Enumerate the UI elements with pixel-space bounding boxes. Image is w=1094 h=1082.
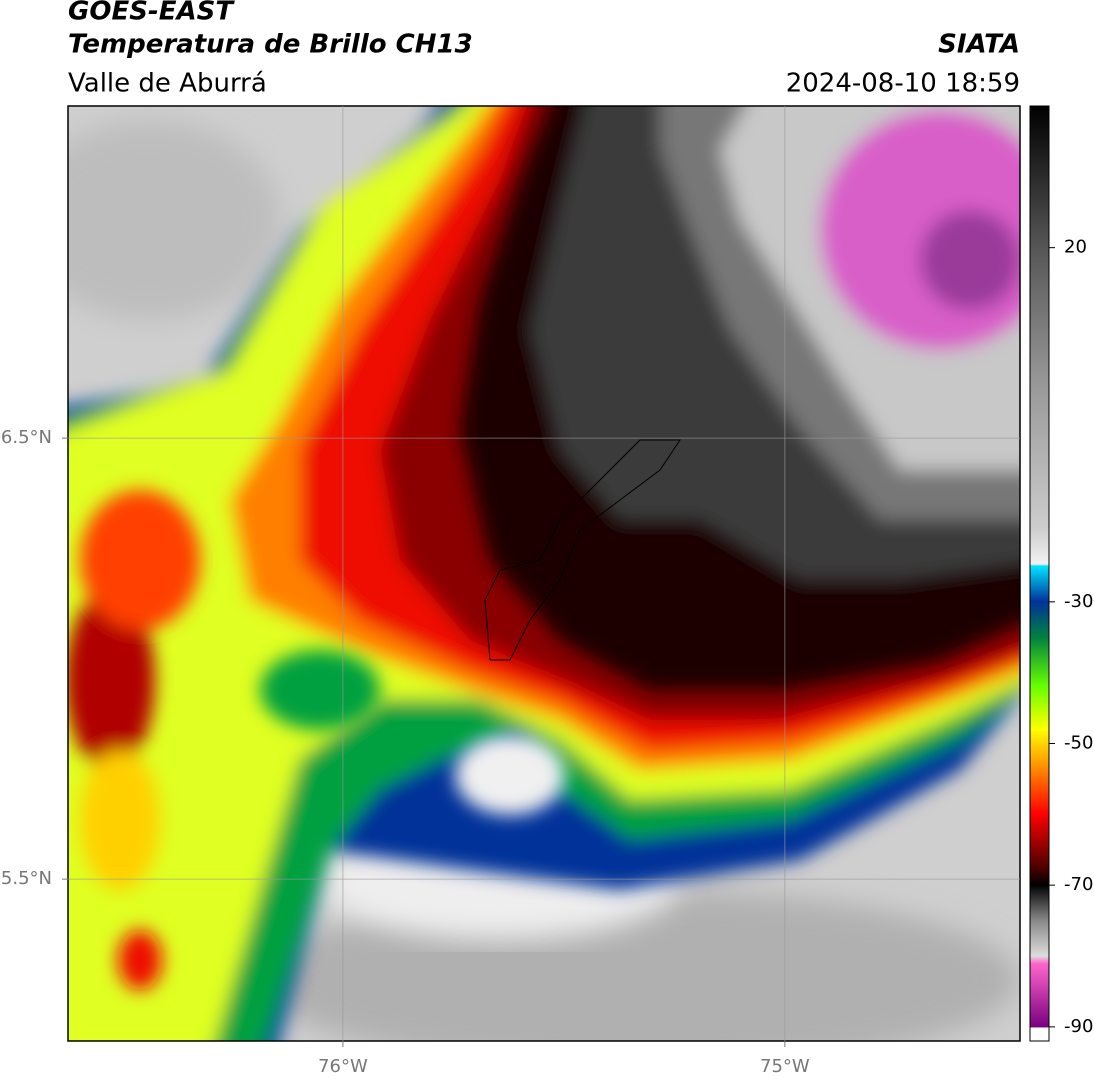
source: SIATA [938,30,1020,60]
colorbar [1029,105,1050,1042]
x-tick-label: 76°W [318,1056,368,1077]
timestamp: 2024-08-10 18:59 [786,69,1020,99]
boundary [484,439,681,661]
satellite-field [68,106,1020,1041]
region: Valle de Aburrá [68,69,267,99]
x-tick-label: 75°W [760,1056,810,1077]
y-tick-label: 5.5°N [1,868,52,889]
colorbar-tick-label: -70 [1064,874,1093,895]
map-frame [67,105,1021,1042]
y-tick-label: 6.5°N [1,427,52,448]
colorbar-tick-label: -90 [1064,1016,1093,1037]
title: GOES-EAST [68,0,235,27]
colorbar-tick-label: -50 [1064,733,1093,754]
subtitle: Temperatura de Brillo CH13 [68,30,473,60]
colorbar-tick-label: 20 [1064,237,1087,258]
colorbar-tick-label: -30 [1064,591,1093,612]
